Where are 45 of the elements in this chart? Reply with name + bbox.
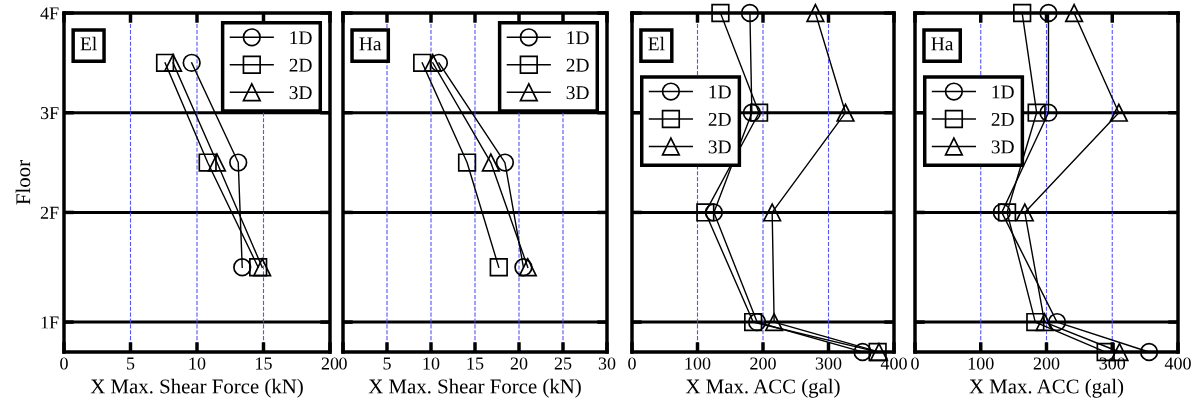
legend-label: 1D	[567, 31, 589, 45]
x-tick-label: 200	[1033, 357, 1060, 370]
legend-label: 3D	[566, 86, 589, 100]
x-tick-label: 5	[127, 357, 135, 370]
y-tick-label: 1F	[41, 316, 59, 329]
x-tick-label: 5	[383, 357, 391, 370]
legend-label: 1D	[992, 85, 1014, 99]
x-tick-label: 15	[256, 357, 272, 370]
x-tick-label: 0	[628, 357, 636, 370]
x-tick-label: 10	[189, 357, 206, 370]
x-tick-label: 300	[815, 357, 842, 370]
x-tick-label: 10	[423, 357, 440, 370]
y-axis-title: Floor	[15, 160, 31, 205]
x-tick-label: 400	[1164, 357, 1191, 370]
x-axis-title: X Max. Shear Force (kN)	[90, 378, 303, 398]
x-tick-label: 25	[554, 357, 572, 370]
x-axis-title: X Max. ACC (gal)	[969, 378, 1124, 398]
y-tick-label: 3F	[40, 107, 59, 120]
x-tick-label: 20	[321, 357, 339, 370]
annotation: Ha	[931, 37, 954, 51]
x-tick-label: 100	[685, 357, 711, 370]
legend-label: 1D	[290, 31, 312, 45]
y-tick-label: 4F	[40, 7, 59, 20]
legend-label: 1D	[709, 85, 731, 99]
x-axis-title: X Max. ACC (gal)	[685, 378, 840, 398]
annotation: Ha	[359, 37, 382, 51]
x-axis-title: X Max. Shear Force (kN)	[368, 378, 581, 398]
annotation: El	[80, 36, 97, 51]
legend-label: 3D	[289, 86, 312, 100]
x-tick-label: 100	[968, 357, 994, 370]
x-tick-label: 0	[339, 357, 347, 370]
legend-label: 2D	[289, 58, 312, 72]
x-tick-label: 0	[60, 357, 68, 370]
y-tick-label: 2F	[40, 206, 59, 219]
annotation: El	[648, 36, 665, 51]
legend-label: 3D	[708, 140, 731, 154]
x-tick-label: 0	[911, 357, 919, 370]
legend-label: 2D	[708, 112, 731, 126]
legend-label: 3D	[991, 140, 1014, 154]
x-tick-label: 30	[598, 357, 616, 370]
legend-label: 2D	[991, 112, 1014, 126]
x-tick-label: 200	[750, 357, 776, 370]
legend-label: 2D	[566, 58, 589, 72]
x-tick-label: 15	[467, 357, 484, 370]
x-tick-label: 20	[510, 357, 528, 370]
